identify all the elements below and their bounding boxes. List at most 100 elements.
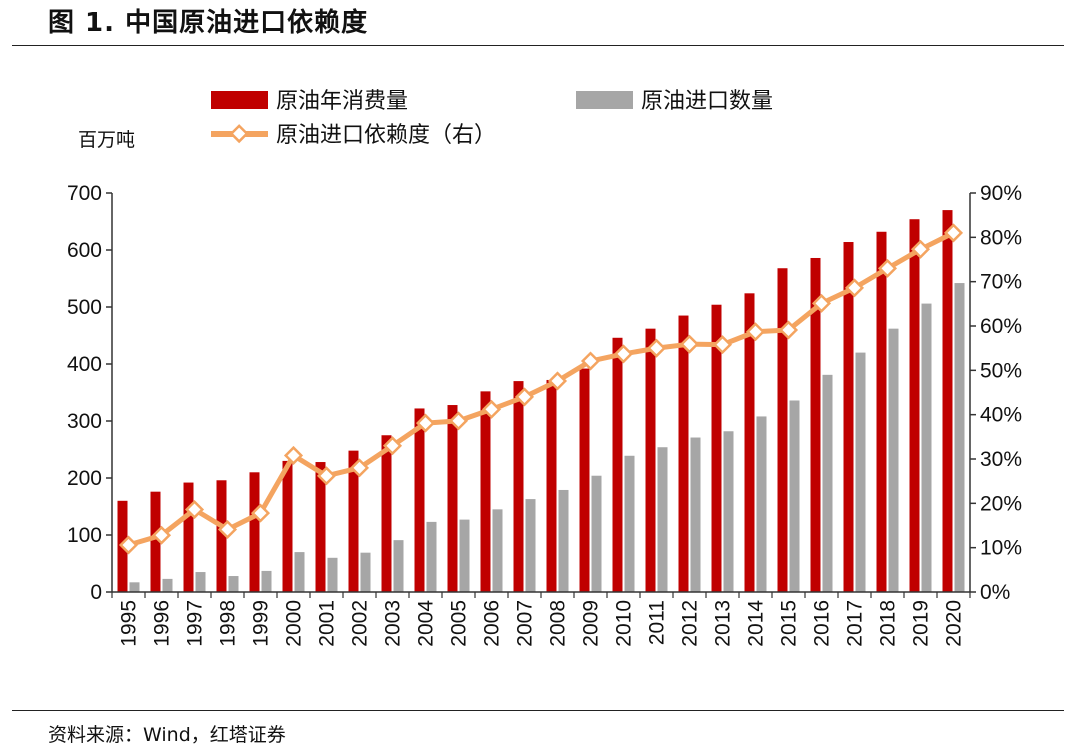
consumption-bar <box>645 328 656 592</box>
imports-bar <box>723 431 734 592</box>
x-tick-label: 2014 <box>745 600 768 647</box>
dependency-point <box>481 399 502 419</box>
legend-marker-dependency <box>229 124 249 144</box>
consumption-bar <box>183 482 194 592</box>
x-tick-label: 2012 <box>679 600 702 647</box>
consumption-bar <box>150 491 161 592</box>
right-tick-label: 40% <box>980 404 1022 427</box>
dependency-point <box>514 387 535 407</box>
dependency-point <box>547 371 568 391</box>
consumption-bar <box>744 293 755 592</box>
dependency-point <box>184 499 205 520</box>
consumption-bar <box>612 337 623 592</box>
dependency-point <box>745 322 766 342</box>
consumption-bar <box>282 460 293 592</box>
dependency-point <box>712 335 733 355</box>
left-tick-label: 0 <box>90 581 102 604</box>
right-tick-label: 50% <box>980 359 1022 382</box>
imports-bar <box>459 519 470 592</box>
consumption-bar <box>942 210 953 592</box>
x-tick-label: 1999 <box>250 600 273 647</box>
dependency-point <box>877 258 898 278</box>
dependency-point <box>415 413 436 433</box>
dependency-point <box>382 436 403 456</box>
dependency-line <box>118 223 964 555</box>
consumption-bar <box>216 480 227 592</box>
imports-bar <box>426 521 437 592</box>
consumption-bar <box>249 472 260 592</box>
dependency-point <box>448 411 469 431</box>
dependency-point <box>151 525 172 545</box>
left-tick-label: 400 <box>67 353 102 376</box>
imports-bar <box>921 303 932 592</box>
imports-bars <box>129 283 965 592</box>
imports-bar <box>492 509 503 592</box>
imports-bar <box>756 416 767 592</box>
dependency-line-path <box>127 230 955 548</box>
left-tick-label: 100 <box>67 524 102 547</box>
consumption-bar <box>843 242 854 592</box>
dependency-point <box>679 334 700 354</box>
imports-bar <box>888 328 899 592</box>
left-tick-label: 700 <box>67 182 102 205</box>
x-tick-label: 2011 <box>646 600 669 645</box>
source-note: 资料来源：Wind，红塔证券 <box>48 724 286 746</box>
consumption-bar <box>480 391 491 592</box>
y-axis-unit: 百万吨 <box>78 129 135 151</box>
left-axis-ticks: 0 100 200 300 400 500 600 700 <box>67 182 112 604</box>
x-tick-label: 2018 <box>877 600 900 647</box>
left-tick-label: 300 <box>67 410 102 433</box>
consumption-bar <box>513 381 524 592</box>
imports-bar <box>855 352 866 592</box>
imports-bar <box>393 540 404 592</box>
x-tick-label: 2010 <box>613 600 636 647</box>
imports-bar <box>591 475 602 592</box>
consumption-bar <box>315 462 326 592</box>
legend-label-imports: 原油进口数量 <box>641 89 773 114</box>
x-tick-label: 2006 <box>481 600 504 647</box>
x-tick-label: 2008 <box>547 600 570 647</box>
x-tick-label: 1996 <box>151 600 174 647</box>
x-tick-label: 2004 <box>415 600 438 647</box>
dependency-point <box>778 320 799 340</box>
consumption-bar <box>777 268 788 592</box>
right-tick-label: 60% <box>980 315 1022 338</box>
imports-bar <box>360 552 371 592</box>
x-tick-label: 2009 <box>580 600 603 647</box>
x-tick-label: 2007 <box>514 600 537 647</box>
chart: 原油年消费量 原油进口数量 原油进口依赖度（右） 百万吨 0 100 200 300 4… <box>67 89 1022 647</box>
x-tick-label: 2002 <box>349 600 372 647</box>
imports-bar <box>954 283 965 592</box>
dependency-point <box>316 466 337 486</box>
x-tick-label: 1997 <box>184 600 207 647</box>
legend-label-dependency: 原油进口依赖度（右） <box>276 123 496 148</box>
dependency-point <box>118 535 139 555</box>
imports-bar <box>822 374 833 592</box>
dependency-point <box>250 503 271 523</box>
consumption-bar <box>909 219 920 592</box>
right-tick-label: 80% <box>980 226 1022 249</box>
imports-bar <box>327 557 338 592</box>
dependency-point <box>943 223 964 243</box>
axes <box>111 193 971 593</box>
x-tick-label: 2013 <box>712 600 735 647</box>
x-tick-label: 2015 <box>778 600 801 647</box>
x-tick-label: 2020 <box>943 600 966 647</box>
left-tick-label: 500 <box>67 296 102 319</box>
consumption-bar <box>381 435 392 592</box>
right-tick-label: 10% <box>980 537 1022 560</box>
imports-bar <box>525 499 536 592</box>
consumption-bar <box>348 450 359 592</box>
imports-bar <box>129 582 140 592</box>
top-rule <box>12 45 1064 46</box>
consumption-bar <box>579 368 590 592</box>
x-axis-ticks: 1995 1996 1997 1998 1999 2000 2001 2002 2003 2004… <box>111 592 971 647</box>
consumption-bar <box>414 408 425 592</box>
consumption-bars <box>117 210 953 592</box>
x-tick-label: 2003 <box>382 600 405 647</box>
imports-bar <box>624 455 635 592</box>
left-tick-label: 600 <box>67 239 102 262</box>
imports-bar <box>195 572 206 592</box>
dependency-point <box>844 278 865 298</box>
dependency-point <box>580 351 601 371</box>
